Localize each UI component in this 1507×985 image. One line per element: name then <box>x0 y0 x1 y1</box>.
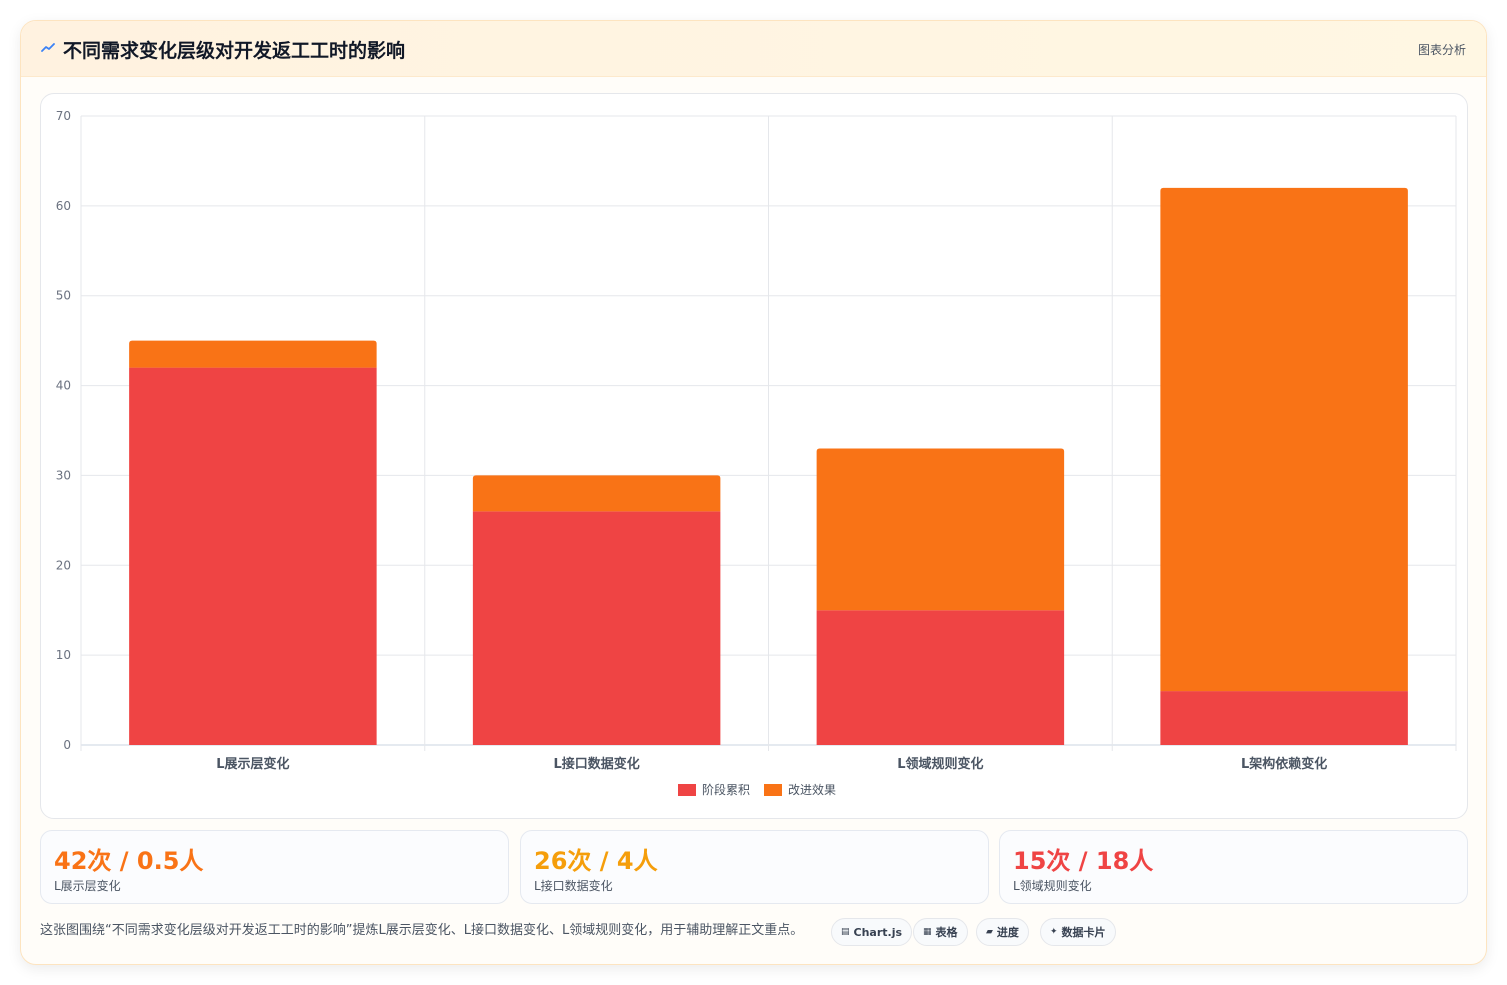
tag-label: Chart.js <box>853 925 903 939</box>
tag-progress[interactable]: ▰ 进度 <box>976 918 1029 946</box>
bar-segment <box>129 367 377 745</box>
stat-value: 42次 / 0.5人 <box>54 847 204 875</box>
tag-chartjs[interactable]: ▤ Chart.js <box>831 918 913 946</box>
bar-segment <box>1160 187 1408 692</box>
bar-segment <box>816 448 1065 611</box>
stat-cards: 42次 / 0.5人 L展示层变化 26次 / 4人 L接口数据变化 15次 /… <box>40 830 1468 904</box>
y-tick-label: 10 <box>56 648 71 662</box>
legend-label: 阶段累积 <box>702 782 750 797</box>
y-tick-label: 0 <box>63 738 71 752</box>
y-tick-label: 60 <box>56 199 71 213</box>
y-tick-label: 30 <box>56 468 71 482</box>
tag-data-card[interactable]: ✦ 数据卡片 <box>1040 918 1116 946</box>
tag-label: 数据卡片 <box>1061 926 1106 939</box>
chart-panel: 0 10 20 30 40 50 60 70 L展示层变化 L接口数据变化 L领域规则变化 L架构依赖… <box>40 93 1468 819</box>
chart-card: 不同需求变化层级对开发返工工时的影响 图表分析 0 10 20 30 40 50 60 70 L… <box>20 20 1487 965</box>
x-tick-label: L展示层变化 <box>216 756 289 772</box>
page-title: 不同需求变化层级对开发返工工时的影响 <box>63 40 406 62</box>
trend-icon <box>41 43 55 52</box>
stat-card: 42次 / 0.5人 L展示层变化 <box>40 830 509 904</box>
bar-chart: 0 10 20 30 40 50 60 70 L展示层变化 L接口数据变化 L领域规则变化 L架构依赖… <box>56 109 1457 797</box>
stat-value: 26次 / 4人 <box>534 847 658 875</box>
x-tick-label: L接口数据变化 <box>553 756 639 772</box>
tag-table[interactable]: ▦ 表格 <box>913 918 968 946</box>
bar-segment <box>816 610 1065 745</box>
bar-segment <box>1160 691 1408 745</box>
stat-card: 26次 / 4人 L接口数据变化 <box>520 830 989 904</box>
bar-segment <box>472 511 721 745</box>
y-tick-label: 40 <box>56 379 71 393</box>
legend-swatch <box>764 784 782 796</box>
stat-value: 15次 / 18人 <box>1013 847 1154 875</box>
card-header: 不同需求变化层级对开发返工工时的影响 图表分析 <box>21 21 1486 77</box>
tag-label: 表格 <box>935 926 958 939</box>
stat-card: 15次 / 18人 L领域规则变化 <box>999 830 1468 904</box>
stat-label: L展示层变化 <box>54 879 121 893</box>
chart-icon: ▤ <box>841 927 850 937</box>
stat-label: L接口数据变化 <box>534 879 613 893</box>
stat-label: L领域规则变化 <box>1013 879 1092 893</box>
table-icon: ▦ <box>923 927 932 937</box>
progress-icon: ▰ <box>986 927 993 937</box>
y-tick-label: 20 <box>56 558 71 572</box>
bar-segment <box>472 475 721 512</box>
legend-swatch <box>678 784 696 796</box>
tag-label: 进度 <box>996 926 1019 939</box>
chart-analysis-label[interactable]: 图表分析 <box>1417 43 1466 57</box>
sparkle-icon: ✦ <box>1050 927 1058 937</box>
y-tick-label: 70 <box>56 109 71 123</box>
x-tick-label: L架构依赖变化 <box>1241 756 1327 772</box>
bar-segment <box>129 340 377 368</box>
chart-caption: 这张图围绕“不同需求变化层级对开发返工工时的影响”提炼L展示层变化、L接口数据变… <box>40 923 804 938</box>
x-tick-label: L领域规则变化 <box>897 756 983 772</box>
legend-label: 改进效果 <box>788 782 836 797</box>
y-tick-label: 50 <box>56 289 71 303</box>
